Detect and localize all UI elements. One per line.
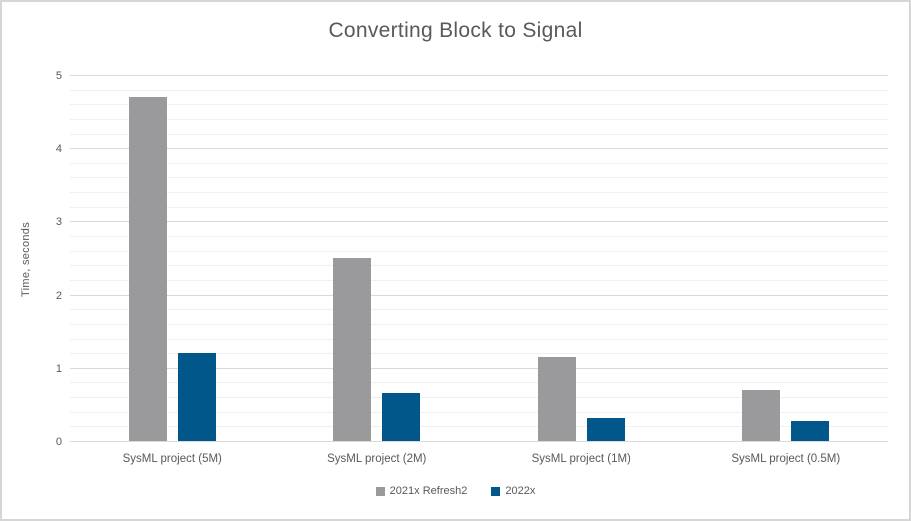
x-axis-category-labels: SysML project (5M) SysML project (2M) SysM… <box>70 453 888 471</box>
legend-marker-icon <box>375 486 385 496</box>
minor-gridline <box>70 206 888 208</box>
minor-gridline <box>70 426 888 428</box>
minor-gridline <box>70 265 888 267</box>
y-axis-tick-labels: 0 1 2 3 4 5 <box>2 70 62 448</box>
minor-gridline <box>70 353 888 355</box>
minor-gridline <box>70 177 888 179</box>
major-gridline <box>70 148 888 150</box>
bar-2021x-refresh2-group-4 <box>742 389 781 441</box>
minor-gridline <box>70 338 888 340</box>
y-tick-label: 3 <box>55 216 62 229</box>
y-tick-label: 0 <box>55 436 62 448</box>
minor-gridline <box>70 309 888 311</box>
major-gridline <box>70 294 888 296</box>
legend-marker-icon <box>491 486 501 496</box>
bar-2022x-group-4 <box>791 420 830 441</box>
minor-gridline <box>70 133 888 135</box>
minor-gridline <box>70 162 888 164</box>
minor-gridline <box>70 250 888 252</box>
minor-gridline <box>70 89 888 91</box>
bar-2021x-refresh2-group-1 <box>128 96 167 441</box>
y-tick-label: 4 <box>55 143 62 156</box>
minor-gridline <box>70 411 888 413</box>
x-category-label: SysML project (2M) <box>327 453 427 465</box>
minor-gridline <box>70 104 888 106</box>
y-tick-label: 2 <box>55 289 62 302</box>
y-tick-label: 5 <box>55 70 62 82</box>
bar-2022x-group-3 <box>586 417 625 441</box>
legend-label: 2021x Refresh2 <box>389 485 468 497</box>
x-category-label: SysML project (0.5M) <box>731 453 841 465</box>
y-tick-label: 1 <box>55 362 62 375</box>
bar-2022x-group-1 <box>177 353 216 441</box>
minor-gridline <box>70 192 888 194</box>
minor-gridline <box>70 323 888 325</box>
chart-title: Converting Block to Signal <box>328 19 583 42</box>
legend: 2021x Refresh2 2022x <box>2 485 909 497</box>
major-gridline <box>70 221 888 223</box>
minor-gridline <box>70 279 888 281</box>
minor-gridline <box>70 118 888 120</box>
legend-label: 2022x <box>505 485 536 497</box>
legend-item: 2022x <box>491 485 535 497</box>
major-gridline <box>70 367 888 369</box>
bar-2021x-refresh2-group-3 <box>537 356 576 441</box>
minor-gridline <box>70 382 888 384</box>
legend-item: 2021x Refresh2 <box>375 485 468 497</box>
x-axis-line <box>70 441 888 442</box>
plot-area <box>70 75 888 442</box>
minor-gridline <box>70 397 888 399</box>
x-category-label: SysML project (5M) <box>122 453 222 465</box>
bar-2022x-group-2 <box>382 393 421 441</box>
x-category-label: SysML project (1M) <box>531 453 631 465</box>
major-gridline <box>70 75 888 76</box>
minor-gridline <box>70 236 888 238</box>
bar-2021x-refresh2-group-2 <box>333 258 372 441</box>
